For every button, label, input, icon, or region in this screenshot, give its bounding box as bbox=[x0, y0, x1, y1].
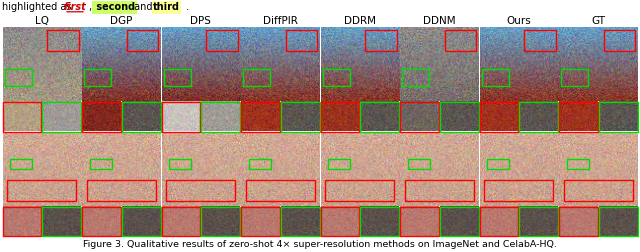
Text: and: and bbox=[131, 2, 156, 12]
Text: .: . bbox=[183, 2, 189, 12]
Bar bbox=[161, 207, 200, 236]
Bar bbox=[440, 207, 479, 236]
Text: Figure 3. Qualitative results of zero-shot 4× super-resolution methods on ImageN: Figure 3. Qualitative results of zero-sh… bbox=[83, 240, 557, 249]
Bar bbox=[281, 102, 319, 132]
Bar bbox=[86, 180, 156, 201]
Bar bbox=[440, 102, 479, 132]
Bar bbox=[84, 69, 111, 86]
Text: third: third bbox=[153, 2, 180, 12]
Bar bbox=[201, 102, 240, 132]
Bar bbox=[3, 207, 41, 236]
Bar bbox=[122, 207, 161, 236]
Bar bbox=[3, 102, 41, 132]
Bar bbox=[487, 159, 509, 169]
Bar bbox=[122, 102, 161, 132]
Bar bbox=[559, 102, 598, 132]
Bar bbox=[482, 69, 509, 86]
Bar bbox=[246, 180, 315, 201]
Bar bbox=[243, 69, 270, 86]
Text: second: second bbox=[93, 2, 135, 12]
Bar bbox=[164, 69, 191, 86]
Bar bbox=[400, 207, 439, 236]
Bar bbox=[567, 159, 589, 169]
Bar bbox=[90, 159, 112, 169]
Bar bbox=[321, 207, 359, 236]
Bar bbox=[82, 102, 121, 132]
Text: DiffPIR: DiffPIR bbox=[263, 16, 298, 26]
Bar bbox=[281, 207, 319, 236]
Bar bbox=[403, 69, 429, 86]
Bar bbox=[323, 69, 349, 86]
Bar bbox=[599, 102, 637, 132]
Text: DPS: DPS bbox=[190, 16, 211, 26]
Text: LQ: LQ bbox=[35, 16, 49, 26]
Bar bbox=[561, 69, 588, 86]
Bar bbox=[479, 102, 518, 132]
Bar bbox=[599, 207, 637, 236]
Bar bbox=[328, 159, 350, 169]
Bar bbox=[7, 180, 76, 201]
Bar bbox=[325, 180, 394, 201]
Bar bbox=[166, 180, 236, 201]
Bar bbox=[604, 30, 635, 51]
Text: highlighted as: highlighted as bbox=[2, 2, 75, 12]
Bar bbox=[365, 30, 397, 51]
Bar bbox=[201, 207, 240, 236]
Bar bbox=[127, 30, 158, 51]
Bar bbox=[484, 180, 554, 201]
Bar bbox=[42, 207, 81, 236]
Bar bbox=[42, 102, 81, 132]
Bar bbox=[408, 159, 430, 169]
Bar bbox=[206, 30, 237, 51]
Bar bbox=[82, 207, 121, 236]
Bar bbox=[360, 207, 399, 236]
Text: ,: , bbox=[88, 2, 91, 12]
Bar bbox=[321, 102, 359, 132]
Bar bbox=[249, 159, 271, 169]
Bar bbox=[241, 102, 280, 132]
Bar bbox=[479, 207, 518, 236]
Bar bbox=[170, 159, 191, 169]
Text: Ours: Ours bbox=[506, 16, 531, 26]
Bar bbox=[404, 180, 474, 201]
Text: GT: GT bbox=[591, 16, 605, 26]
Bar bbox=[524, 30, 556, 51]
Bar bbox=[559, 207, 598, 236]
Bar bbox=[360, 102, 399, 132]
Text: DDNM: DDNM bbox=[423, 16, 456, 26]
Bar bbox=[47, 30, 79, 51]
Bar bbox=[285, 30, 317, 51]
Bar bbox=[519, 207, 558, 236]
Bar bbox=[241, 207, 280, 236]
Text: first: first bbox=[64, 2, 87, 12]
Bar bbox=[400, 102, 439, 132]
Text: DDRM: DDRM bbox=[344, 16, 376, 26]
Bar bbox=[564, 180, 633, 201]
Bar bbox=[161, 102, 200, 132]
Text: DGP: DGP bbox=[110, 16, 132, 26]
Bar bbox=[519, 102, 558, 132]
Bar bbox=[10, 159, 33, 169]
Bar bbox=[445, 30, 476, 51]
Bar bbox=[5, 69, 31, 86]
